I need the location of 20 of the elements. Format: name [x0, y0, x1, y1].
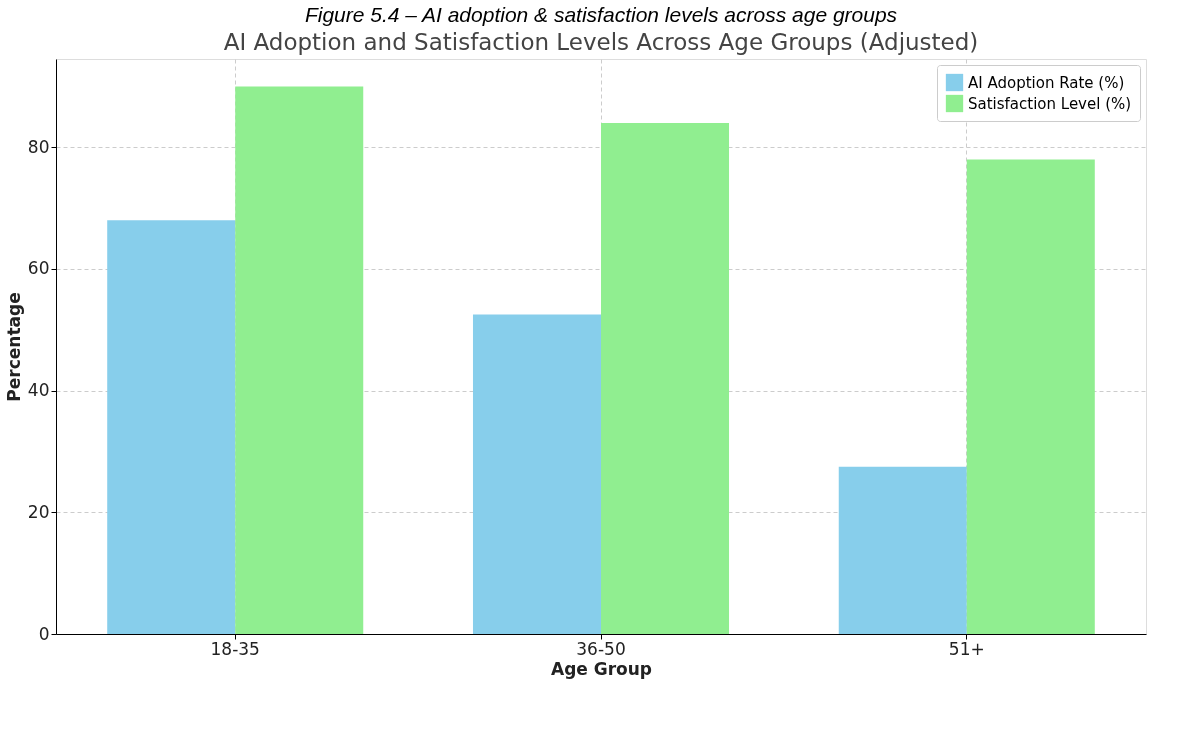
- legend-label: Satisfaction Level (%): [968, 94, 1132, 113]
- x-tick-label: 36-50: [576, 638, 626, 659]
- x-tick-label: 51+: [948, 638, 985, 659]
- y-tick-label: 0: [38, 623, 50, 644]
- y-tick-label: 60: [27, 258, 50, 279]
- bar: [966, 159, 1095, 634]
- bar: [107, 220, 236, 634]
- y-axis-title: Percentage: [3, 292, 24, 402]
- chart-title: Figure 5.4 – AI adoption & satisfaction levels across age groups: [304, 3, 898, 26]
- y-tick-label: 40: [27, 380, 50, 401]
- chart-subtitle: AI Adoption and Satisfaction Levels Across Age Groups (Adjusted): [223, 29, 979, 55]
- bar: [601, 122, 730, 634]
- y-tick-label: 80: [27, 136, 50, 157]
- x-tick-label: 18-35: [210, 638, 260, 659]
- bar: [235, 86, 364, 634]
- legend-label: AI Adoption Rate (%): [968, 73, 1125, 92]
- bar: [838, 466, 967, 634]
- y-tick-label: 20: [27, 501, 50, 522]
- bar: [472, 314, 601, 634]
- x-axis-title: Age Group: [550, 658, 653, 679]
